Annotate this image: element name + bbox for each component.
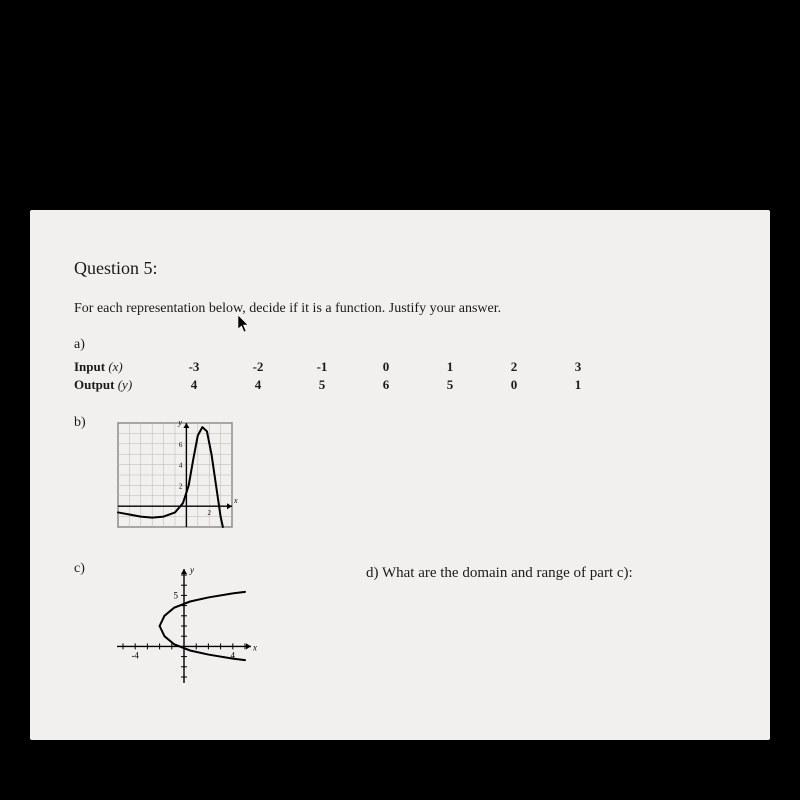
- question-prompt: For each representation below, decide if…: [74, 301, 726, 317]
- svg-text:2: 2: [207, 509, 211, 517]
- input-cell: 2: [482, 359, 546, 375]
- svg-text:-4: -4: [131, 650, 139, 660]
- svg-text:6: 6: [179, 441, 183, 449]
- output-cell: 4: [226, 377, 290, 393]
- svg-text:y: y: [189, 565, 194, 575]
- output-cell: 5: [290, 377, 354, 393]
- svg-text:2: 2: [179, 482, 183, 490]
- svg-text:4: 4: [179, 462, 183, 470]
- input-cell: -1: [290, 359, 354, 375]
- part-d: d) What are the domain and range of part…: [366, 415, 726, 582]
- input-cell: 0: [354, 359, 418, 375]
- graph-b: 2 4 6 2 x y: [110, 415, 240, 535]
- part-c-label: c): [74, 561, 85, 577]
- svg-text:5: 5: [173, 590, 178, 600]
- part-a: a) Input (x) -3 -2 -1 0 1 2 3 Output (y)…: [74, 335, 726, 393]
- svg-text:y: y: [177, 418, 182, 427]
- output-cell: 6: [354, 377, 418, 393]
- part-a-label: a): [74, 337, 85, 353]
- part-b-label: b): [74, 415, 86, 431]
- input-cell: 1: [418, 359, 482, 375]
- input-row-header: Input (x): [74, 359, 162, 375]
- question-heading: Question 5:: [74, 258, 726, 279]
- part-b: b) 2 4 6 2 x y: [74, 415, 334, 535]
- output-cell: 4: [162, 377, 226, 393]
- output-row-header: Output (y): [74, 377, 162, 393]
- input-cell: -2: [226, 359, 290, 375]
- svg-text:x: x: [252, 642, 257, 652]
- output-cell: 1: [546, 377, 610, 393]
- input-cell: -3: [162, 359, 226, 375]
- input-cell: 3: [546, 359, 610, 375]
- svg-text:x: x: [233, 496, 238, 505]
- worksheet-page: Question 5: For each representation belo…: [30, 210, 770, 740]
- output-cell: 5: [418, 377, 482, 393]
- part-c: c) 5-44xy: [74, 561, 334, 691]
- graph-c: 5-44xy: [109, 561, 259, 691]
- output-cell: 0: [482, 377, 546, 393]
- io-table: Input (x) -3 -2 -1 0 1 2 3 Output (y) 4 …: [74, 359, 726, 393]
